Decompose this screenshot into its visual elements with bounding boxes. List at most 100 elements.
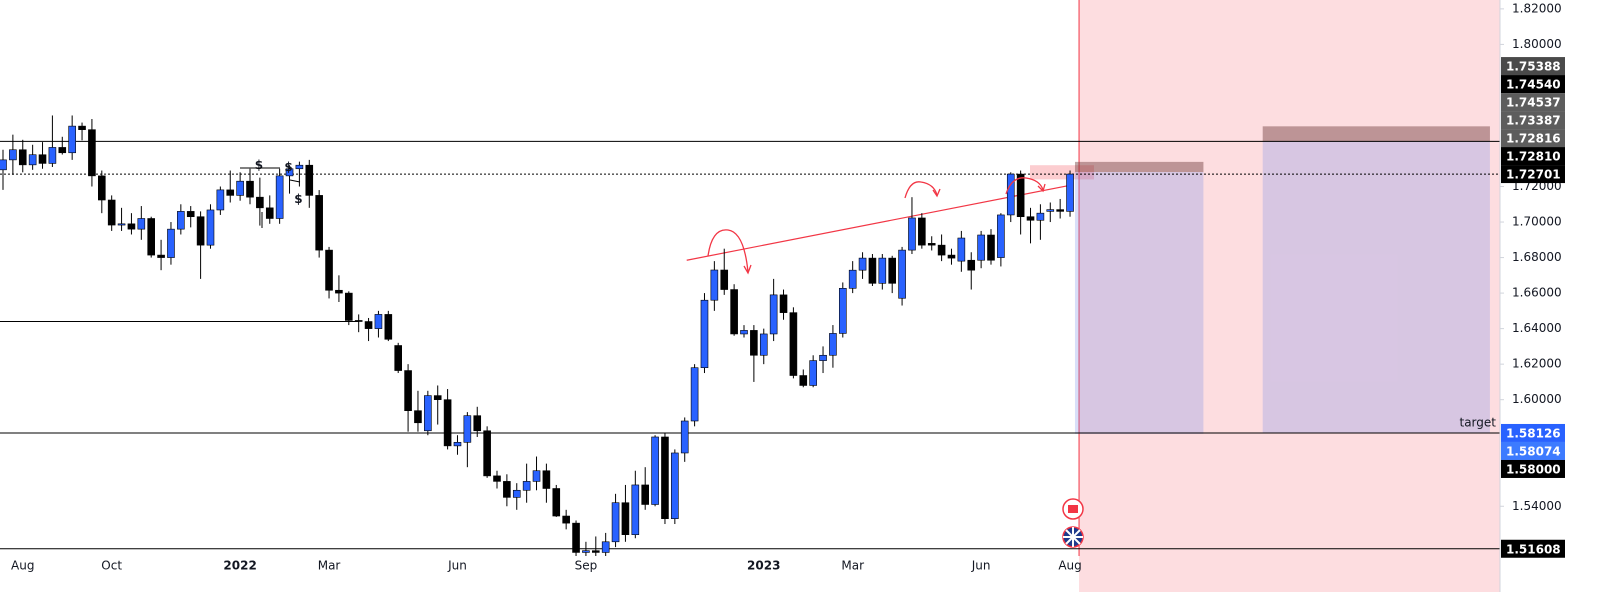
candle-body: [404, 370, 412, 411]
candle-body: [582, 550, 590, 553]
price-label-box: [1501, 539, 1565, 558]
candle-body: [127, 223, 136, 230]
x-tick-label: Mar: [841, 559, 864, 573]
y-tick-label: 1.82000: [1512, 1, 1562, 15]
candle-body: [730, 289, 738, 335]
candle-body: [1006, 173, 1015, 216]
candle-body: [325, 249, 333, 291]
price-label: 1.51608: [1506, 542, 1561, 556]
candle-body: [275, 175, 284, 219]
candle-body: [1026, 216, 1035, 221]
candle-body: [98, 175, 106, 201]
candle-body: [838, 288, 847, 334]
candle-body: [157, 254, 165, 258]
candle-body: [512, 489, 521, 498]
annotation: $: [284, 160, 292, 174]
price-label-box: [1501, 93, 1565, 112]
candle-body: [908, 217, 916, 251]
candle-body: [9, 149, 17, 161]
candle-body: [473, 415, 482, 432]
candle-body: [690, 367, 699, 422]
target-zone: [1262, 141, 1490, 433]
candle-body: [700, 299, 709, 369]
candle-body: [759, 333, 768, 356]
candle-body: [641, 484, 650, 505]
y-tick-label: 1.62000: [1512, 357, 1562, 371]
candle-body: [226, 189, 235, 196]
candle-body: [779, 294, 788, 313]
candle-body: [1056, 209, 1064, 212]
price-label: 1.73387: [1506, 114, 1561, 128]
candle-body: [335, 289, 343, 294]
candle-body: [463, 415, 472, 443]
price-label: 1.58074: [1506, 444, 1561, 458]
y-tick-label: 1.60000: [1512, 392, 1562, 406]
x-tick-label: Aug: [1058, 559, 1081, 573]
x-tick-label: Mar: [318, 559, 341, 573]
candle-body: [1066, 173, 1074, 212]
candle-body: [868, 257, 877, 284]
flag-leaf: [1068, 505, 1078, 513]
plot-area: $ $ $ target: [0, 115, 1500, 556]
candle-body: [186, 211, 195, 218]
candle-body: [562, 515, 570, 524]
arrow-head: [932, 188, 941, 198]
candle-body: [819, 354, 827, 361]
candle-body: [117, 223, 126, 226]
candle-body: [858, 257, 867, 271]
candle-body: [1046, 209, 1055, 212]
candle-body: [394, 345, 403, 371]
price-label-box: [1501, 441, 1565, 460]
y-tick-label: 1.66000: [1512, 286, 1562, 300]
arc-marker: [1005, 177, 1044, 195]
candle-body: [651, 436, 659, 505]
y-tick-label: 1.68000: [1512, 250, 1562, 264]
candle-body: [48, 147, 57, 164]
x-tick-label: Oct: [101, 559, 122, 573]
liquidity-line: [289, 179, 301, 183]
candle-body: [789, 312, 798, 376]
axes: 1.54000 1.60000 1.62000 1.64000 1.66000 1.680…: [11, 1, 1565, 573]
price-label: 1.72701: [1506, 168, 1561, 182]
candle-body: [720, 269, 729, 290]
price-label-box: [1501, 111, 1565, 130]
candle-body: [532, 470, 541, 482]
candle-body: [216, 189, 225, 211]
candle-body: [957, 237, 966, 262]
candle-body: [601, 541, 610, 553]
candle-body: [799, 375, 808, 386]
candle-body: [769, 294, 778, 335]
candle-body: [671, 452, 679, 519]
candle-body: [591, 550, 600, 553]
candle-body: [611, 502, 620, 543]
candle-body: [384, 314, 393, 340]
candle-body: [364, 321, 373, 329]
x-tick-label: Jun: [447, 559, 467, 573]
candle-body: [256, 196, 264, 209]
candle-body: [483, 430, 491, 477]
candle-body: [542, 470, 551, 489]
candle-body: [631, 484, 640, 535]
candle-body: [414, 410, 422, 424]
price-label: 1.58126: [1506, 426, 1561, 440]
target-label: target: [1460, 415, 1497, 429]
candle-body: [493, 475, 501, 482]
price-label-box: [1501, 423, 1565, 442]
y-tick-label: 1.70000: [1512, 215, 1562, 229]
price-label-box: [1501, 459, 1565, 478]
target-zone: [1074, 172, 1204, 434]
candle-body: [918, 217, 926, 246]
y-tick-label: 1.54000: [1512, 499, 1562, 513]
entry-highlight: [1030, 165, 1094, 180]
candle-body: [848, 269, 857, 289]
candle-body: [196, 216, 205, 246]
candle-body: [354, 320, 363, 322]
candle-body: [453, 442, 462, 447]
candle-body: [967, 259, 976, 271]
candle-body: [0, 159, 7, 171]
candle-body: [829, 333, 837, 356]
y-tick-label: 1.80000: [1512, 37, 1562, 51]
price-label: 1.75388: [1506, 60, 1561, 74]
price-label-box: [1501, 57, 1565, 76]
